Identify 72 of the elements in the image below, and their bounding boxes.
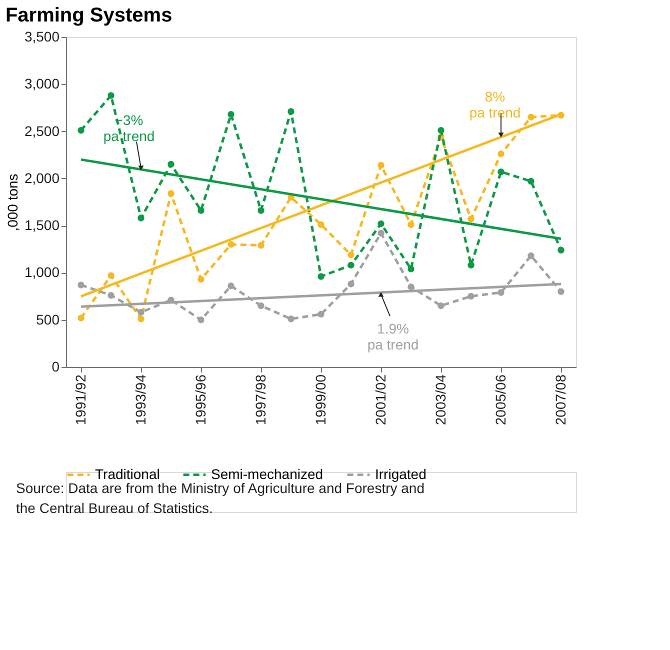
- y-axis-title: ,000 tons: [4, 174, 20, 232]
- point: [78, 314, 84, 322]
- point: [348, 251, 354, 258]
- point: [318, 273, 324, 280]
- legend-label: Semi-mechanized: [211, 466, 324, 482]
- point: [438, 302, 444, 310]
- x-tick-label: 1991/92: [72, 374, 88, 426]
- point: [378, 230, 384, 236]
- y-tick-label: 500: [36, 311, 60, 328]
- point: [318, 221, 324, 228]
- point: [468, 292, 474, 300]
- point: [108, 272, 114, 279]
- y-tick-label: 3,500: [24, 28, 60, 44]
- point: [198, 316, 204, 324]
- point: [348, 280, 354, 288]
- point: [498, 289, 504, 296]
- point: [528, 114, 534, 120]
- point: [258, 242, 264, 249]
- point: [108, 92, 114, 99]
- point: [138, 214, 144, 222]
- point: [558, 246, 564, 254]
- point: [198, 207, 204, 214]
- x-tick-label: 2003/04: [432, 374, 448, 426]
- point: [168, 160, 174, 168]
- point: [528, 252, 534, 260]
- x-tick-label: 2001/02: [372, 374, 388, 426]
- point: [558, 288, 564, 295]
- y-tick-label: 1,000: [24, 264, 60, 280]
- y-tick-label: 2,500: [24, 122, 60, 139]
- point: [108, 292, 114, 299]
- point: [378, 162, 384, 169]
- point: [78, 126, 84, 134]
- point: [468, 216, 474, 222]
- point: [138, 308, 144, 316]
- point: [288, 108, 294, 115]
- y-tick-label: 2,000: [24, 170, 60, 186]
- point: [408, 284, 414, 290]
- point: [78, 282, 84, 288]
- y-tick-label: 3,000: [24, 76, 60, 92]
- annotation: 1.9% pa trend: [367, 320, 419, 352]
- point: [498, 168, 504, 176]
- point: [288, 316, 294, 322]
- point: [438, 126, 444, 134]
- point: [528, 178, 534, 185]
- point: [198, 276, 204, 283]
- x-tick-label: 1995/96: [192, 374, 208, 426]
- point: [168, 190, 174, 197]
- y-tick-label: 1,500: [24, 217, 60, 234]
- x-tick-label: 2005/06: [492, 374, 508, 426]
- x-tick-label: 1997/98: [252, 374, 268, 426]
- x-tick-label: 1993/94: [132, 374, 148, 426]
- chart-title: Farming Systems: [5, 4, 172, 26]
- point: [258, 207, 264, 214]
- legend-label: Irrigated: [375, 466, 426, 482]
- point: [228, 282, 234, 290]
- annotation: 8% pa trend: [469, 88, 521, 120]
- legend-label: Traditional: [95, 466, 160, 482]
- annotation: −3% pa trend: [103, 112, 155, 144]
- y-tick-label: 0: [52, 358, 60, 374]
- point: [348, 262, 354, 269]
- point: [228, 241, 234, 248]
- x-tick-label: 2007/08: [552, 374, 568, 426]
- point: [408, 221, 414, 228]
- point: [318, 310, 324, 318]
- point: [138, 316, 144, 322]
- point: [228, 110, 234, 118]
- point: [468, 262, 474, 269]
- point: [378, 220, 384, 228]
- x-tick-label: 1999/00: [312, 374, 328, 426]
- point: [498, 150, 504, 158]
- point: [408, 266, 414, 272]
- point: [258, 302, 264, 310]
